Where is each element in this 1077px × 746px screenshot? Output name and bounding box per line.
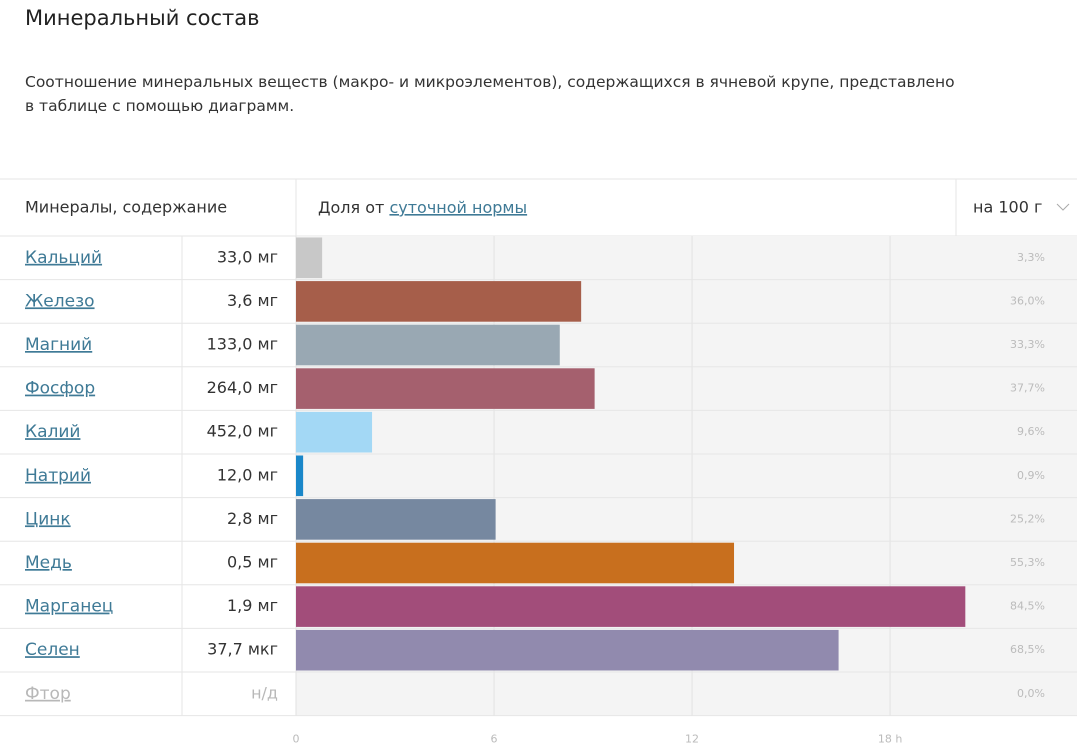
mineral-link[interactable]: Марганец [25,597,113,617]
percent-label: 37,7% [1010,382,1045,395]
percent-label: 0,9% [1017,469,1045,482]
amount: 12,0 мг [217,465,278,484]
unit-select[interactable]: на 100 г [973,198,1042,217]
column-header-text: Доля от [318,198,384,217]
bar [296,411,373,453]
amount: 1,9 мг [227,596,278,615]
amount: н/д [251,683,278,702]
amount: 452,0 мг [207,422,278,441]
mineral-link[interactable]: Натрий [25,466,91,486]
percent-label: 9,6% [1017,425,1045,438]
x-tick-label: 6 [491,733,498,746]
mineral-link[interactable]: Кальций [25,248,102,268]
mineral-link[interactable]: Фтор [25,684,71,704]
amount: 3,6 мг [227,291,278,310]
percent-label: 3,3% [1017,251,1045,264]
bar [296,281,582,322]
amount: 2,8 мг [227,509,278,528]
amount: 33,0 мг [217,247,278,266]
mineral-link[interactable]: Железо [25,291,95,311]
norm-link[interactable]: суточной нормы [389,198,527,217]
mineral-link[interactable]: Калий [25,422,80,442]
percent-label: 25,2% [1010,512,1045,525]
chevron[interactable] [1056,203,1070,211]
section-title: Минеральный состав [25,6,260,30]
column-header: Доля от суточной нормы [318,198,527,217]
percent-label: 0,0% [1017,687,1045,700]
x-tick-label: 12 [685,733,699,746]
mineral-link[interactable]: Медь [25,553,72,573]
bar [296,455,304,497]
amount: 133,0 мг [207,335,278,354]
bar [296,237,323,279]
percent-label: 55,3% [1010,556,1045,569]
x-tick-label: 18 h [878,733,902,746]
amount: 37,7 мкг [207,640,278,659]
bar [296,368,595,409]
amount: 0,5 мг [227,553,278,572]
mineral-link[interactable]: Магний [25,335,92,355]
percent-label: 68,5% [1010,643,1045,656]
bar [296,629,839,671]
bar [296,586,966,627]
description: Соотношение минеральных веществ (макро- … [25,73,955,115]
bar [296,499,496,540]
mineral-link[interactable]: Фосфор [25,379,95,399]
bar [296,324,560,366]
percent-label: 33,3% [1010,338,1045,351]
mineral-link[interactable]: Селен [25,640,80,660]
mineral-link[interactable]: Цинк [25,509,71,529]
x-tick-label: 0 [293,733,300,746]
bar [296,542,735,584]
column-header: Минералы, содержание [25,198,227,217]
percent-label: 36,0% [1010,294,1045,307]
amount: 264,0 мг [207,378,278,397]
percent-label: 84,5% [1010,600,1045,613]
